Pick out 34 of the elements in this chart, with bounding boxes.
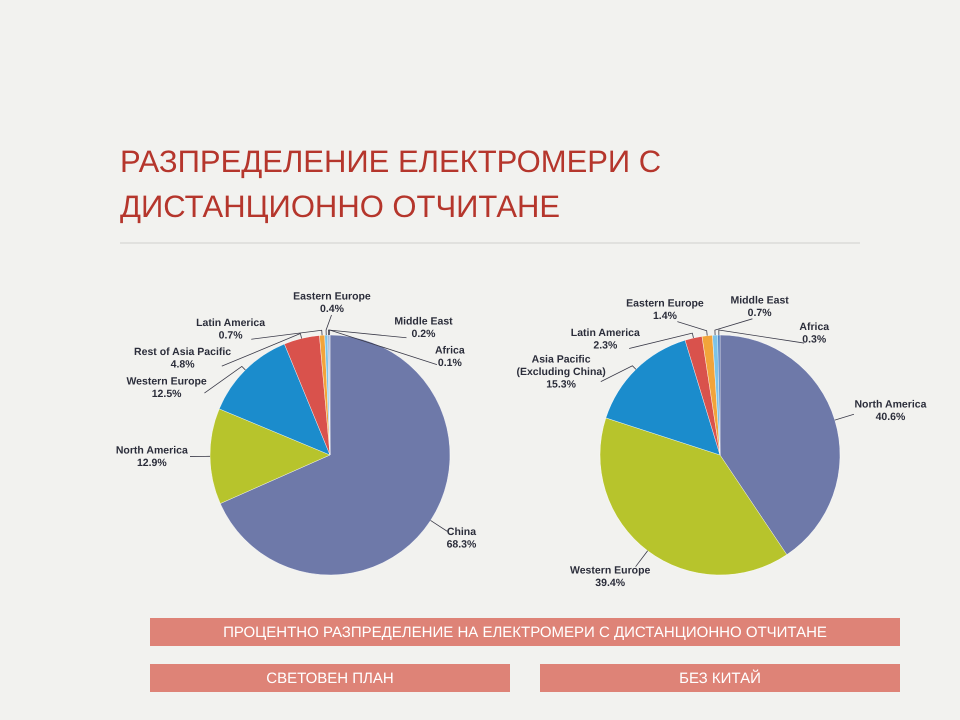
slice-label: Africa (434, 344, 465, 357)
slice-label: Rest of Asia Pacific (134, 346, 232, 358)
data-label: 12.5% (152, 388, 182, 400)
data-label: 15.3% (546, 378, 577, 391)
data-label: 1.4% (652, 310, 678, 322)
data-label: 68.3% (446, 538, 478, 551)
data-label: 0.7% (218, 329, 244, 342)
text: СВЕТОВЕН ПЛАН (266, 670, 394, 687)
slice-label: North America (116, 444, 188, 457)
chart-title: РАЗПРЕДЕЛЕНИЕ ЕЛЕКТРОМЕРИ С ДИСТАНЦИОННО ОТЧИТАНЕ (120, 144, 662, 224)
data-label: 40.6% (876, 411, 906, 424)
data-label: 2.3% (593, 339, 618, 352)
slice-label: Eastern Europe (626, 298, 704, 310)
data-label: 12.9% (136, 457, 168, 470)
slice-label: Middle East (730, 294, 790, 307)
data-label: 0.7% (748, 307, 772, 320)
slice-label: Asia Pacific (Excluding China) (516, 354, 606, 378)
slice-label: Middle East (394, 315, 454, 328)
data-label: 0.2% (412, 328, 436, 340)
slice-label: China (446, 526, 476, 538)
text: ПРОЦЕНТНО РАЗПРЕДЕЛЕНИЕ НА ЕЛЕКТРОМЕРИ С ДИСТАНЦИОННО ОТЧИТАНЕ (223, 624, 827, 641)
text: БЕЗ КИТАЙ (679, 669, 761, 687)
slice-label: Western Europe (570, 564, 650, 577)
data-label: 0.1% (438, 357, 462, 370)
slice-label: Latin America (196, 316, 266, 329)
slice-label: Eastern Europe (293, 290, 371, 303)
slice-label: Latin America (570, 326, 640, 339)
data-label: 0.3% (802, 334, 827, 346)
data-label: 39.4% (595, 577, 626, 590)
data-label: 0.4% (320, 303, 345, 316)
data-label: 4.8% (170, 358, 196, 371)
slice-label: North America (854, 398, 927, 411)
slice-label: Western Europe (126, 376, 207, 388)
slice-label: Africa (799, 321, 830, 334)
